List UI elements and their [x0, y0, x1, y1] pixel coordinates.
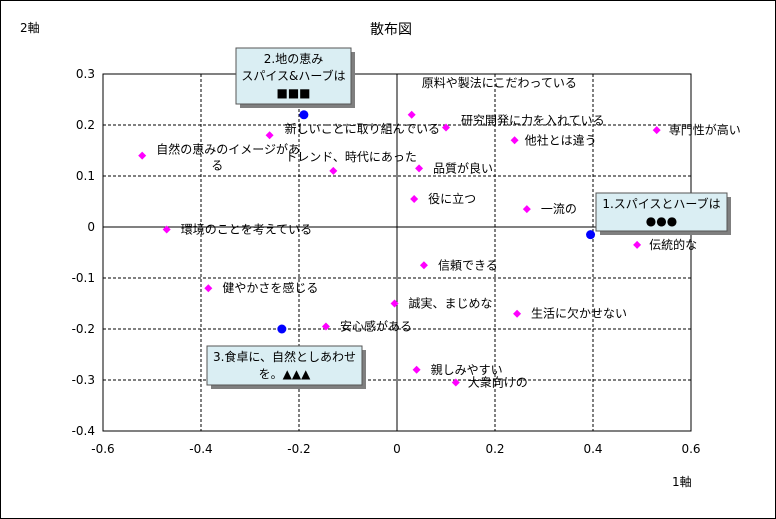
data-point: [586, 230, 596, 240]
data-point: [419, 261, 428, 270]
point-label: 環境のことを考えている: [181, 222, 312, 237]
point-label: 信頼できる: [438, 258, 498, 272]
data-point: [265, 131, 274, 140]
chart-title: 散布図: [370, 22, 412, 38]
point-label: 誠実、まじめな: [409, 296, 493, 311]
callout-box: [595, 192, 728, 232]
data-point: [410, 194, 419, 203]
callout-text: 1.スパイスとハーブは: [602, 196, 720, 211]
data-point: [138, 151, 147, 160]
callout-text: 3.食卓に、自然としあわせ: [213, 349, 356, 364]
point-label: 伝統的な: [649, 237, 697, 252]
x-tick-label: 0.2: [485, 442, 504, 456]
point-label: 専門性が高い: [669, 122, 741, 137]
data-point: [299, 110, 309, 120]
data-point: [204, 284, 213, 293]
data-point: [412, 365, 421, 374]
callout-box: [206, 345, 363, 386]
point-label: トレンド、時代にあった: [285, 150, 417, 164]
point-label: 他社とは違う: [525, 132, 597, 147]
data-point: [510, 136, 519, 145]
data-points: [138, 110, 661, 387]
data-point: [513, 309, 522, 318]
data-point: [321, 322, 330, 331]
point-labels: 原料や製法にこだわっている研究開発に力を入れている新しいことに取り組んでいる他社…: [156, 76, 741, 390]
x-tick-label: 0: [393, 442, 401, 456]
point-label: 役に立つ: [428, 191, 476, 206]
point-label: 健やかさを感じる: [222, 280, 318, 295]
point-label: 一流の: [541, 202, 577, 216]
point-label: 研究開発に力を入れている: [461, 113, 605, 128]
tick-labels: -0.6 -0.4 -0.2 0 0.2 0.4 0.6 0.3 0.2 0.1 0 -0.1 -0.2…: [72, 67, 701, 456]
y-tick-label: 0: [87, 220, 95, 234]
point-label: 品質が良い: [433, 160, 493, 175]
point-label: 生活に欠かせない: [531, 306, 627, 321]
y-tick-label: -0.2: [72, 322, 95, 336]
callout-text: ●●●: [646, 214, 677, 228]
callout-text: ■■■: [276, 86, 310, 100]
y-tick-label: -0.3: [72, 373, 95, 387]
y-tick-label: 0.1: [76, 169, 95, 183]
data-point: [633, 240, 642, 249]
x-tick-label: 0.4: [583, 442, 602, 456]
callout-box: [235, 47, 352, 105]
data-point: [522, 205, 531, 214]
data-point: [652, 126, 661, 135]
data-point: [390, 299, 399, 308]
point-label: 安心感がある: [340, 318, 412, 333]
callout-text: スパイス&ハーブは: [241, 68, 345, 83]
y-tick-label: -0.4: [72, 424, 95, 438]
data-point: [442, 123, 450, 132]
y-tick-label: 0.2: [76, 118, 95, 132]
y-tick-label: 0.3: [76, 67, 95, 81]
callout-text: を。▲▲▲: [259, 367, 311, 381]
x-axis-label: 1軸: [672, 475, 692, 489]
data-point: [451, 378, 460, 387]
data-point: [329, 166, 338, 175]
point-label: 自然の恵みのイメージがある: [156, 142, 300, 173]
x-tick-label: -0.2: [287, 442, 310, 456]
axes: [102, 73, 692, 432]
point-label: 親しみやすい: [431, 363, 503, 377]
x-tick-label: -0.6: [91, 442, 114, 456]
y-tick-label: -0.1: [72, 271, 95, 285]
data-point: [277, 324, 287, 334]
x-tick-label: -0.4: [189, 442, 212, 456]
y-axis-label: 2軸: [20, 21, 40, 35]
x-tick-label: 0.6: [681, 442, 700, 456]
point-label: 大衆向けの: [468, 375, 528, 390]
point-label: 新しいことに取り組んでいる: [285, 121, 440, 136]
point-label: 原料や製法にこだわっている: [422, 76, 577, 90]
data-point: [415, 164, 424, 173]
callout-text: 2.地の恵み: [264, 52, 323, 66]
data-point: [407, 110, 416, 119]
data-point: [162, 225, 171, 234]
